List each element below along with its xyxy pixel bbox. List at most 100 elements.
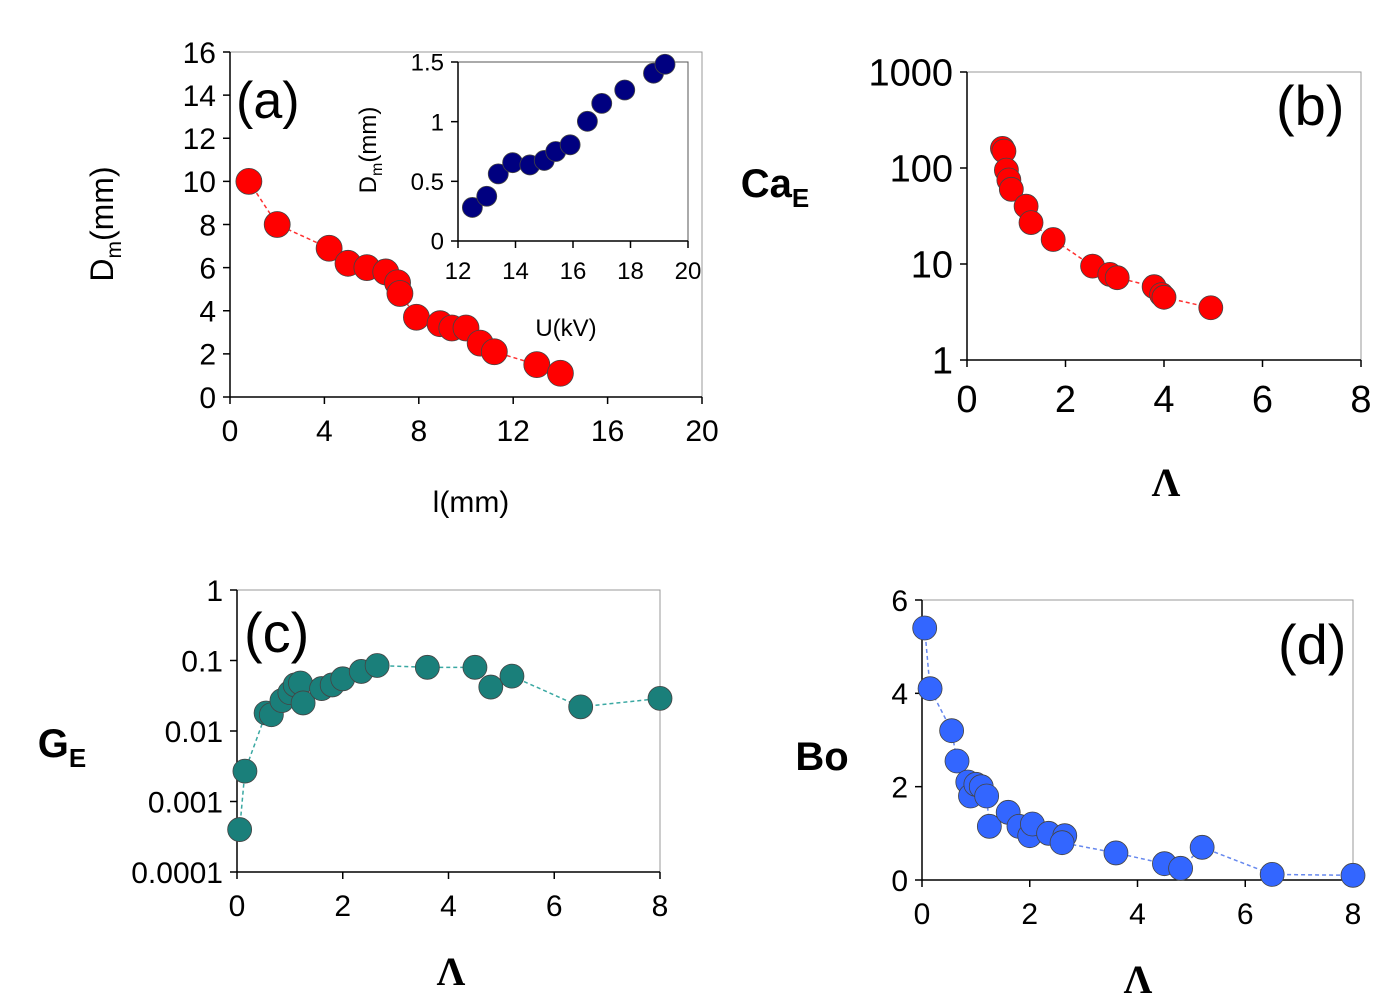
y-tick-label: 2 xyxy=(891,771,908,804)
x-tick-label: 2 xyxy=(1055,379,1076,421)
y-tick-label: 16 xyxy=(183,37,216,70)
x-tick-label: 4 xyxy=(316,415,333,448)
data-point xyxy=(974,783,1000,809)
y-axis-label: Dm(mm) xyxy=(84,166,126,281)
y-tick-label: 0 xyxy=(891,865,908,898)
panel-label: (c) xyxy=(244,601,309,664)
data-point xyxy=(647,686,673,711)
y-tick-label: 10 xyxy=(183,166,216,199)
y-tick-label: 2 xyxy=(199,339,216,372)
data-point xyxy=(654,53,676,75)
y-tick-label: 12 xyxy=(183,123,216,156)
data-point xyxy=(414,654,440,680)
data-point xyxy=(476,185,498,207)
x-tick-label: 20 xyxy=(675,258,702,285)
data-point xyxy=(290,690,316,716)
y-axis-label: Bo xyxy=(795,735,848,779)
y-tick-label: 1 xyxy=(431,109,444,136)
y-tick-label: 100 xyxy=(890,149,953,191)
x-tick-label: 2 xyxy=(1021,898,1038,931)
x-tick-label: 0 xyxy=(914,898,931,931)
x-axis-label: Λ xyxy=(1124,957,1153,998)
y-tick-label: 1000 xyxy=(868,53,953,95)
x-tick-label: 0 xyxy=(956,379,977,421)
y-tick-label: 0 xyxy=(431,229,444,256)
data-point xyxy=(235,167,263,195)
data-point xyxy=(614,79,636,101)
x-tick-label: 0 xyxy=(222,415,239,448)
data-point xyxy=(386,280,414,307)
x-tick-label: 8 xyxy=(410,415,427,448)
data-point xyxy=(1198,295,1224,321)
y-tick-label: 14 xyxy=(183,80,216,113)
x-tick-label: 4 xyxy=(1153,379,1174,421)
y-tick-label: 1 xyxy=(932,341,953,383)
data-point xyxy=(480,338,508,366)
x-tick-label: 8 xyxy=(1345,898,1362,931)
y-tick-label: 10 xyxy=(911,245,953,287)
chart-panel-a: 0 4 8 12 16 20 0 2 4 6 8 10 12 14 16 (a) l(mm) Dm(mm) xyxy=(84,37,719,519)
data-point xyxy=(1189,834,1215,860)
x-axis-label: U(kV) xyxy=(535,315,596,342)
panel-label: (a) xyxy=(236,72,300,130)
data-point xyxy=(917,676,943,702)
x-tick-label: 6 xyxy=(546,890,563,923)
data-point xyxy=(1049,830,1075,856)
data-point xyxy=(547,359,574,387)
data-point xyxy=(976,813,1002,839)
data-point xyxy=(461,197,483,218)
data-point xyxy=(1340,862,1366,888)
chart-panel-c: 0 2 4 6 8 0.0001 0.001 0.01 0.1 1 (c) Λ GE xyxy=(38,575,673,994)
x-axis-label: l(mm) xyxy=(433,486,510,519)
y-axis-label: CaE xyxy=(741,162,809,213)
data-point xyxy=(1104,265,1130,291)
data-point xyxy=(364,653,390,678)
data-point xyxy=(315,234,343,262)
x-tick-label: 16 xyxy=(560,258,587,285)
y-tick-label: 0.5 xyxy=(411,169,444,196)
data-point xyxy=(1040,227,1066,252)
x-axis-label: Λ xyxy=(1152,460,1181,505)
y-tick-label: 4 xyxy=(199,296,216,329)
x-tick-label: 14 xyxy=(502,258,529,285)
x-tick-label: 16 xyxy=(591,415,624,448)
data-point xyxy=(462,654,488,680)
y-tick-label: 0.001 xyxy=(148,786,223,819)
x-tick-label: 2 xyxy=(334,890,351,923)
y-tick-label: 1.5 xyxy=(411,50,444,77)
data-point xyxy=(487,163,509,185)
data-point xyxy=(403,303,430,331)
data-point xyxy=(523,351,551,379)
x-tick-label: 8 xyxy=(1350,379,1371,421)
x-tick-label: 12 xyxy=(445,258,472,285)
data-point xyxy=(998,176,1024,202)
data-point xyxy=(1103,840,1129,866)
data-point xyxy=(227,817,253,842)
x-tick-label: 4 xyxy=(1129,898,1146,931)
panel-label: (b) xyxy=(1276,74,1344,137)
data-point xyxy=(502,152,524,174)
data-point xyxy=(568,694,594,720)
data-point xyxy=(944,748,970,774)
panel-label: (d) xyxy=(1278,613,1346,676)
x-tick-label: 8 xyxy=(652,890,669,923)
y-tick-label: 8 xyxy=(199,209,216,242)
data-point xyxy=(1168,855,1193,881)
data-point xyxy=(1259,862,1285,887)
data-point xyxy=(939,718,965,744)
y-axis-label: Dm(mm) xyxy=(355,107,386,194)
data-point xyxy=(499,663,525,689)
data-point xyxy=(1018,210,1044,235)
y-tick-label: 6 xyxy=(199,252,216,285)
y-tick-label: 4 xyxy=(891,678,908,711)
data-point xyxy=(1151,284,1177,310)
data-point xyxy=(576,110,598,132)
x-tick-label: 4 xyxy=(440,890,457,923)
x-tick-label: 18 xyxy=(617,258,644,285)
y-tick-label: 0.1 xyxy=(181,645,223,678)
data-point xyxy=(559,134,581,156)
x-tick-label: 12 xyxy=(497,415,530,448)
data-point xyxy=(232,758,258,784)
x-tick-label: 6 xyxy=(1252,379,1273,421)
chart-panel-d: 0 2 4 6 8 0 2 4 6 (d) Λ Bo xyxy=(795,585,1366,998)
